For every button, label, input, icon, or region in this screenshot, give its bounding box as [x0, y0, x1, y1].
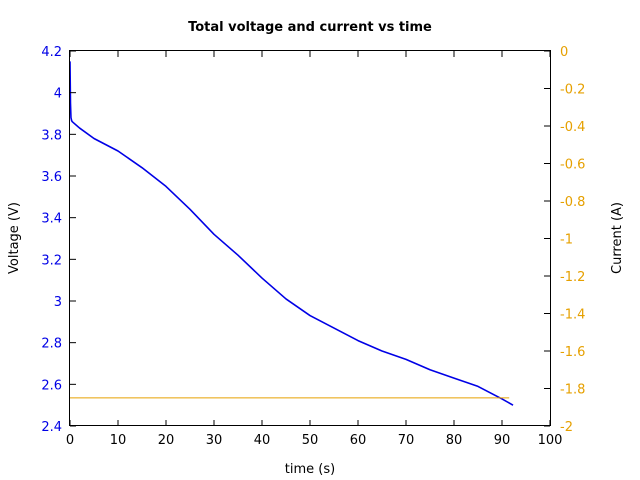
y2-tick-label: -0.8: [560, 195, 585, 210]
y2-axis-ticks: -2 -1.8 -1.6 -1.4 -1.2 -1 -0.8 -0.6 -0.4 -0.2 0: [544, 45, 585, 435]
y2-tick-label: -0.2: [560, 83, 585, 98]
x-tick-label: 30: [206, 433, 223, 448]
y2-tick-label: -0.4: [560, 120, 585, 135]
voltage-series-line: [69, 61, 514, 406]
x-tick-label: 40: [254, 433, 271, 448]
x-tick-label: 70: [398, 433, 415, 448]
chart-title: Total voltage and current vs time: [188, 20, 432, 35]
y-tick-label: 2.6: [41, 378, 62, 393]
y-axis-label: Voltage (V): [7, 202, 22, 274]
y-tick-label: 3.6: [41, 170, 62, 185]
x-tick-label: 0: [66, 433, 74, 448]
x-axis-ticks: 0 10 20 30 40 50 60 70 80 90 100: [66, 51, 563, 448]
y2-tick-label: 0: [560, 45, 568, 60]
y-tick-label: 4.2: [41, 45, 62, 60]
x-tick-label: 100: [538, 433, 563, 448]
y-tick-label: 4: [54, 87, 62, 102]
y-tick-label: 2.8: [41, 337, 62, 352]
y-tick-label: 3.2: [41, 253, 62, 268]
y-tick-label: 3.4: [41, 212, 62, 227]
y-tick-label: 2.4: [41, 420, 62, 435]
y-tick-label: 3: [54, 295, 62, 310]
y-axis-ticks: 2.4 2.6 2.8 3 3.2 3.4 3.6 3.8 4 4.2: [41, 45, 76, 435]
plot-frame: [69, 50, 551, 426]
x-tick-label: 90: [494, 433, 511, 448]
y2-tick-label: -1: [560, 233, 573, 248]
x-axis-label: time (s): [285, 462, 335, 477]
y2-tick-label: -1.6: [560, 345, 585, 360]
y2-tick-label: -1.8: [560, 383, 585, 398]
y-tick-label: 3.8: [41, 128, 62, 143]
y2-tick-label: -2: [560, 420, 573, 435]
series-layer: [69, 61, 514, 406]
y2-tick-label: -0.6: [560, 158, 585, 173]
x-tick-label: 60: [350, 433, 367, 448]
x-tick-label: 20: [158, 433, 175, 448]
y2-axis-label: Current (A): [610, 202, 625, 274]
x-tick-label: 10: [110, 433, 127, 448]
x-tick-label: 50: [302, 433, 319, 448]
x-tick-label: 80: [446, 433, 463, 448]
y2-tick-label: -1.4: [560, 308, 585, 323]
y2-tick-label: -1.2: [560, 270, 585, 285]
